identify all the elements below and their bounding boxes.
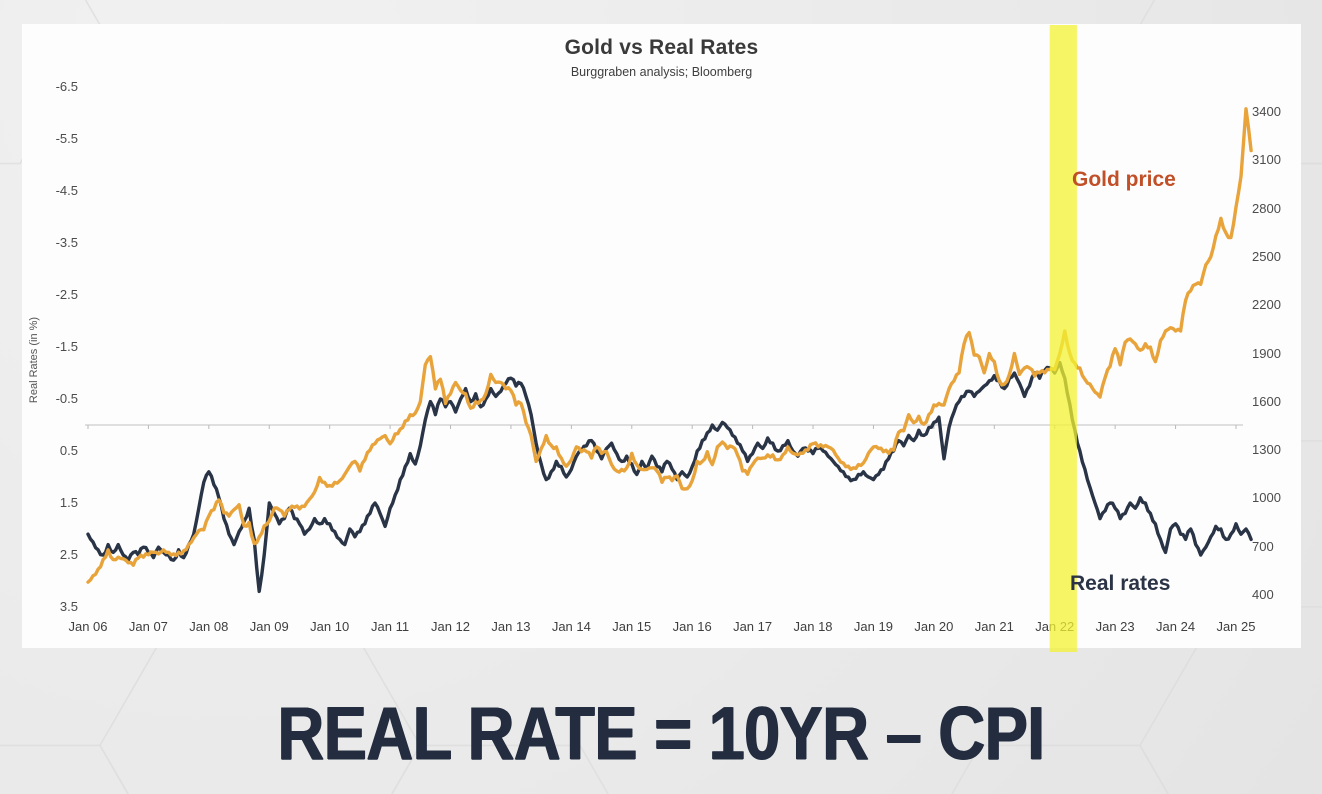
- right-tick-label: 400: [1252, 587, 1274, 602]
- x-tick-label: Jan 25: [1216, 619, 1256, 634]
- x-tick-label: Jan 06: [68, 619, 108, 634]
- x-tick-label: Jan 16: [672, 619, 712, 634]
- footer-headline-text: REAL RATE = 10YR – CPI: [277, 691, 1045, 775]
- chart-card: Gold vs Real Rates Burggraben analysis; …: [22, 24, 1301, 648]
- right-tick-label: 2200: [1252, 297, 1281, 313]
- left-tick-label: 3.5: [59, 599, 78, 614]
- x-tick-label: Jan 20: [914, 619, 954, 634]
- x-tick-label: Jan 13: [491, 619, 531, 634]
- chart-subtitle: Burggraben analysis; Bloomberg: [570, 65, 753, 79]
- left-tick-label: -1.5: [55, 339, 78, 354]
- left-tick-label: -0.5: [55, 391, 78, 406]
- x-tick-label: Jan 07: [128, 619, 168, 634]
- x-tick-label: Jan 10: [310, 619, 350, 634]
- real-rates-label: Real rates: [1070, 572, 1171, 595]
- x-tick-label: Jan 09: [249, 619, 289, 634]
- x-tick-label: Jan 21: [974, 619, 1014, 634]
- x-tick-label: Jan 15: [612, 619, 652, 634]
- right-tick-label: 700: [1252, 538, 1274, 554]
- right-tick-label: 2500: [1252, 248, 1281, 264]
- x-tick-label: Jan 23: [1095, 619, 1135, 634]
- x-tick-label: Jan 08: [189, 619, 229, 634]
- x-tick-label: Jan 19: [853, 619, 893, 634]
- right-tick-label: 1300: [1252, 442, 1281, 458]
- right-tick-label: 3100: [1252, 152, 1281, 168]
- x-tick-label: Jan 11: [371, 619, 410, 634]
- gold-price-label: Gold price: [1072, 168, 1176, 191]
- chart-title: Gold vs Real Rates: [564, 36, 759, 59]
- x-tick-label: Jan 14: [551, 619, 591, 634]
- right-tick-label: 1600: [1252, 393, 1281, 409]
- right-tick-label: 2800: [1252, 200, 1281, 216]
- right-tick-label: 1900: [1252, 345, 1281, 361]
- left-tick-label: -4.5: [55, 183, 78, 198]
- x-tick-label: Jan 24: [1156, 619, 1196, 634]
- left-tick-label: -5.5: [55, 131, 78, 146]
- x-tick-label: Jan 12: [430, 619, 471, 634]
- left-tick-label: 1.5: [59, 495, 78, 510]
- left-tick-label: -3.5: [55, 235, 78, 250]
- x-tick-label: Jan 17: [733, 619, 773, 634]
- right-tick-label: 1000: [1252, 490, 1281, 506]
- x-tick-label: Jan 18: [793, 619, 833, 634]
- left-tick-label: 0.5: [59, 443, 78, 458]
- footer-headline: REAL RATE = 10YR – CPI: [0, 696, 1322, 771]
- left-tick-label: -2.5: [55, 287, 78, 302]
- left-tick-label: -6.5: [55, 79, 78, 94]
- x-tick-label: Jan 22: [1035, 619, 1075, 634]
- left-tick-label: 2.5: [59, 547, 78, 562]
- right-tick-label: 3400: [1252, 104, 1281, 119]
